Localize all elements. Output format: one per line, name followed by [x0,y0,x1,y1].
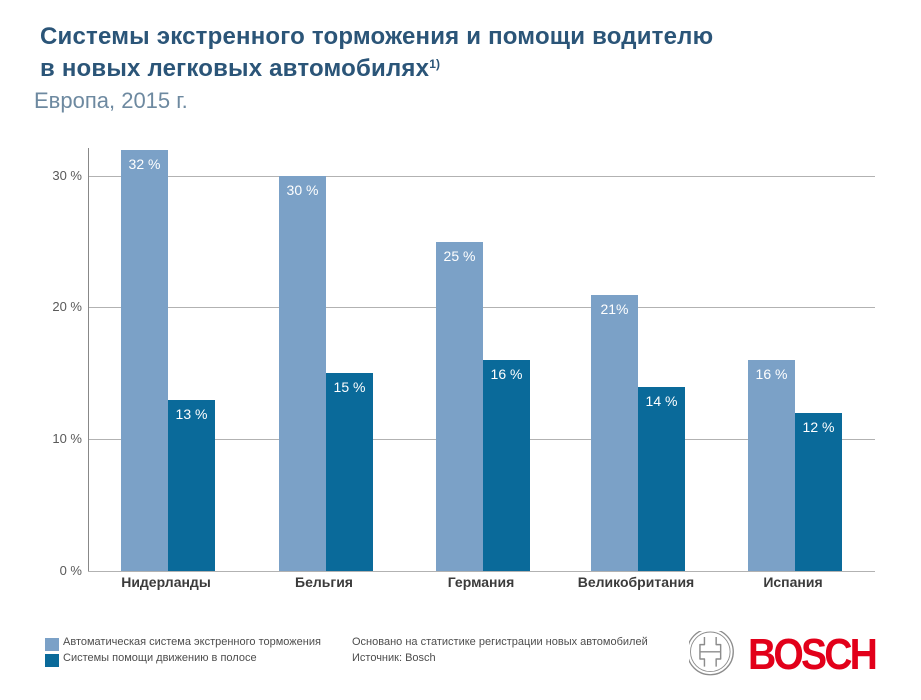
svg-text:BOSCH: BOSCH [748,631,875,679]
